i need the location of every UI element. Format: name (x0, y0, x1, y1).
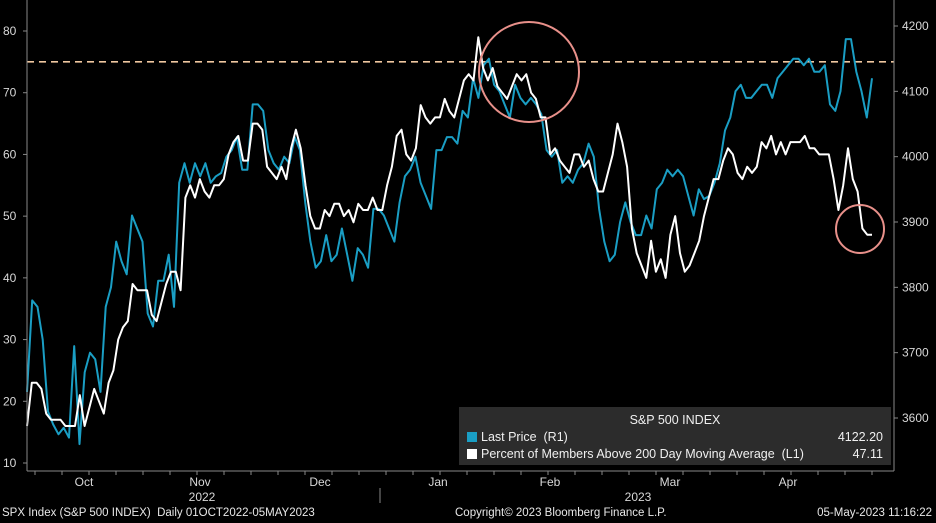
right-tick-label: 4100 (902, 84, 929, 98)
annotation-circle-latest (835, 204, 885, 254)
left-tick-label: 40 (3, 271, 17, 285)
footer-copyright: Copyright© 2023 Bloomberg Finance L.P. (455, 507, 667, 519)
left-tick-label: 70 (3, 86, 17, 100)
x-year-label: 2023 (625, 490, 652, 504)
right-tick-label: 4200 (902, 19, 929, 33)
x-year-label: 2022 (189, 490, 216, 504)
legend-swatch-percent-members (467, 449, 477, 459)
left-tick-label: 60 (3, 147, 17, 161)
left-tick-label: 50 (3, 209, 17, 223)
left-tick-label: 80 (3, 24, 17, 38)
left-tick-label: 10 (3, 456, 17, 470)
annotation-circle-peak (478, 21, 580, 123)
series-line-last-price (26, 38, 873, 446)
legend-label-percent-members: Percent of Members Above 200 Day Moving … (481, 447, 804, 461)
right-tick-label: 3700 (902, 346, 929, 360)
footer-timestamp: 05-May-2023 11:16:22 (817, 507, 932, 519)
series-group (26, 36, 873, 446)
right-tick-label: 3800 (902, 280, 929, 294)
axes (26, 0, 895, 503)
legend-item-last-price: Last Price (R1) 4122.20 (467, 430, 883, 446)
x-tick-label: Feb (540, 475, 561, 489)
legend-item-percent-members: Percent of Members Above 200 Day Moving … (467, 447, 883, 463)
annotation-group (478, 21, 885, 254)
x-tick-label: Oct (75, 475, 94, 489)
legend-value-percent-members: 47.11 (852, 447, 883, 461)
x-tick-label: Apr (779, 475, 798, 489)
right-tick-label: 3600 (902, 411, 929, 425)
footer-source: SPX Index (S&P 500 INDEX) Daily 01OCT202… (2, 507, 315, 519)
x-tick-label: Dec (309, 475, 330, 489)
series-line-percent-members (26, 36, 872, 427)
legend-value-last-price: 4122.20 (837, 430, 883, 444)
x-tick-label: Jan (428, 475, 447, 489)
tick-labels: 10 20 30 40 50 60 70 80 3600 3700 3800 3900 4000 4100… (3, 19, 929, 504)
legend-swatch-last-price (467, 432, 477, 442)
right-tick-label: 3900 (902, 215, 929, 229)
x-tick-label: Nov (189, 475, 210, 489)
left-tick-label: 20 (3, 394, 17, 408)
legend: S&P 500 INDEX Last Price (R1) 4122.20 Pe… (459, 407, 891, 465)
left-tick-label: 30 (3, 333, 17, 347)
x-tick-label: Mar (660, 475, 681, 489)
right-tick-label: 4000 (902, 150, 929, 164)
legend-label-last-price: Last Price (R1) (481, 430, 568, 444)
legend-title: S&P 500 INDEX (629, 413, 721, 427)
